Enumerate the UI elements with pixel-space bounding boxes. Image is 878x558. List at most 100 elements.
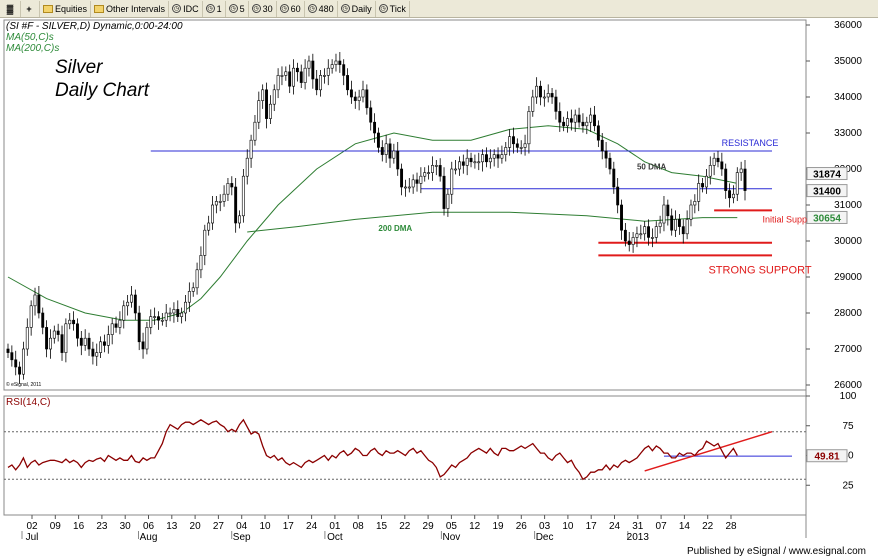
footer-brand: Published by eSignal / www.esignal.com (687, 546, 866, 557)
candle (558, 111, 562, 123)
rsi-trendline (644, 430, 773, 472)
candle (419, 175, 423, 184)
candle (295, 67, 299, 73)
level-label-initial-support: Initial Support (762, 214, 818, 224)
x-tick-label: 22 (702, 521, 714, 532)
candle (18, 366, 22, 375)
candle (130, 294, 133, 303)
candle (326, 67, 330, 76)
candle (473, 161, 477, 164)
candle (604, 150, 608, 159)
candle (650, 237, 654, 239)
rsi-tick-label: 25 (842, 480, 854, 491)
candle (373, 121, 377, 134)
candle (48, 337, 52, 350)
candle (211, 204, 214, 224)
price-tick-label: 30000 (834, 236, 862, 247)
candle (481, 154, 485, 163)
toolbar-item-plus-icon[interactable]: + (21, 0, 40, 17)
candle (303, 67, 307, 83)
x-tick-label: 31 (632, 521, 644, 532)
candle (203, 229, 207, 256)
interval-icon: ◷ (279, 4, 289, 13)
candle (338, 60, 342, 65)
candle (253, 121, 257, 141)
x-tick-label: 17 (586, 521, 598, 532)
toolbar-item-label: 30 (262, 3, 273, 14)
x-tick-label: 12 (469, 521, 481, 532)
candle (72, 319, 76, 325)
price-tick-label: 34000 (834, 92, 862, 103)
month-label: 2013 (627, 532, 650, 543)
candle (712, 157, 716, 166)
toolbar-item-equities[interactable]: Equities (40, 0, 92, 17)
candle (99, 341, 103, 353)
candle (137, 312, 141, 343)
candle (573, 114, 577, 123)
x-tick-label: 10 (259, 521, 271, 532)
toolbar-item-tick[interactable]: ◷ Tick (376, 0, 410, 17)
candle (184, 301, 187, 314)
candle (56, 330, 60, 335)
candle (400, 168, 404, 188)
x-tick-label: 10 (562, 521, 574, 532)
candle (384, 143, 388, 155)
toolbar-item-chart-icon[interactable]: ▓ (2, 0, 21, 17)
candle (37, 294, 41, 314)
folder-icon (43, 4, 53, 13)
x-tick-label: 24 (609, 521, 621, 532)
candle (292, 67, 295, 87)
toolbar-item-60[interactable]: ◷ 60 (277, 0, 305, 17)
candle (531, 96, 535, 112)
chart-title-line-2: Daily Chart (55, 80, 150, 101)
candle (716, 157, 720, 163)
toolbar-item-idc[interactable]: ◷ IDC (169, 0, 203, 17)
candle (735, 172, 739, 195)
candle (677, 219, 681, 227)
ma200-label: MA(200,C)s (6, 43, 59, 54)
x-tick-label: 28 (725, 521, 737, 532)
candle (319, 75, 323, 91)
candle (79, 337, 83, 346)
candle (392, 150, 396, 159)
toolbar-item-480[interactable]: ◷ 480 (305, 0, 338, 17)
rsi-tick-label: 50 (842, 451, 854, 462)
candle (469, 157, 473, 163)
candle (523, 143, 527, 148)
candle (6, 348, 10, 353)
candle (631, 237, 635, 245)
candle (450, 168, 454, 195)
toolbar-item-daily[interactable]: ◷ Daily (338, 0, 376, 17)
candle (234, 186, 238, 224)
candle (666, 204, 670, 217)
candle (542, 96, 546, 99)
candle (106, 334, 110, 346)
candle (64, 323, 68, 353)
price-tick-label: 28000 (834, 308, 862, 319)
candle (662, 204, 666, 224)
candle (103, 341, 106, 346)
candle (407, 186, 411, 189)
toolbar-item-label: 480 (318, 3, 334, 14)
candle (284, 71, 288, 76)
candle (454, 168, 458, 171)
toolbar-item-5[interactable]: ◷ 5 (226, 0, 249, 17)
toolbar-item-label: 60 (290, 3, 301, 14)
candle (187, 291, 191, 303)
candle (276, 75, 280, 91)
candle (504, 147, 508, 155)
candle (596, 125, 600, 141)
toolbar-item-other-intervals[interactable]: Other Intervals (91, 0, 170, 17)
candle (241, 175, 245, 217)
x-tick-label: 08 (353, 521, 365, 532)
toolbar-item-30[interactable]: ◷ 30 (249, 0, 277, 17)
candle (76, 323, 79, 339)
candle (172, 309, 176, 314)
toolbar-item-1[interactable]: ◷ 1 (203, 0, 226, 17)
candle (485, 154, 488, 163)
candle (160, 319, 164, 322)
candle (230, 183, 234, 188)
ma-annotation: 50 DMA (637, 163, 667, 172)
candle (365, 89, 369, 109)
candle (697, 183, 701, 202)
